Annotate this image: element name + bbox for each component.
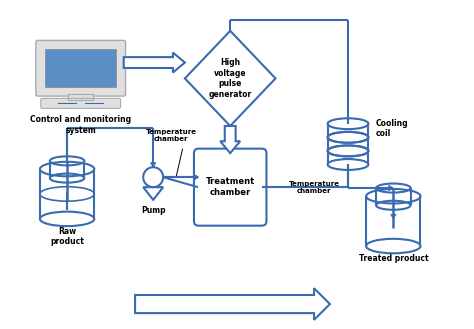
- Polygon shape: [124, 53, 185, 72]
- Polygon shape: [389, 185, 393, 191]
- FancyBboxPatch shape: [41, 98, 120, 108]
- Text: Control and monitoring
system: Control and monitoring system: [30, 115, 131, 135]
- Text: Pump: Pump: [141, 206, 165, 215]
- Text: Cooling
coil: Cooling coil: [375, 118, 408, 138]
- Polygon shape: [194, 174, 199, 180]
- Polygon shape: [391, 214, 396, 219]
- Text: High
voltage
pulse
generator: High voltage pulse generator: [209, 58, 252, 98]
- Polygon shape: [135, 288, 330, 320]
- FancyBboxPatch shape: [46, 49, 116, 87]
- Text: Raw
product: Raw product: [50, 227, 84, 246]
- Polygon shape: [150, 163, 156, 167]
- FancyBboxPatch shape: [36, 40, 126, 96]
- Text: Temperature
chamber: Temperature chamber: [146, 129, 197, 141]
- Polygon shape: [194, 174, 199, 180]
- Text: Treated product: Treated product: [358, 254, 428, 263]
- Text: Treatment
chamber: Treatment chamber: [206, 177, 255, 197]
- Text: Temperature
chamber: Temperature chamber: [289, 181, 339, 194]
- Polygon shape: [220, 126, 240, 153]
